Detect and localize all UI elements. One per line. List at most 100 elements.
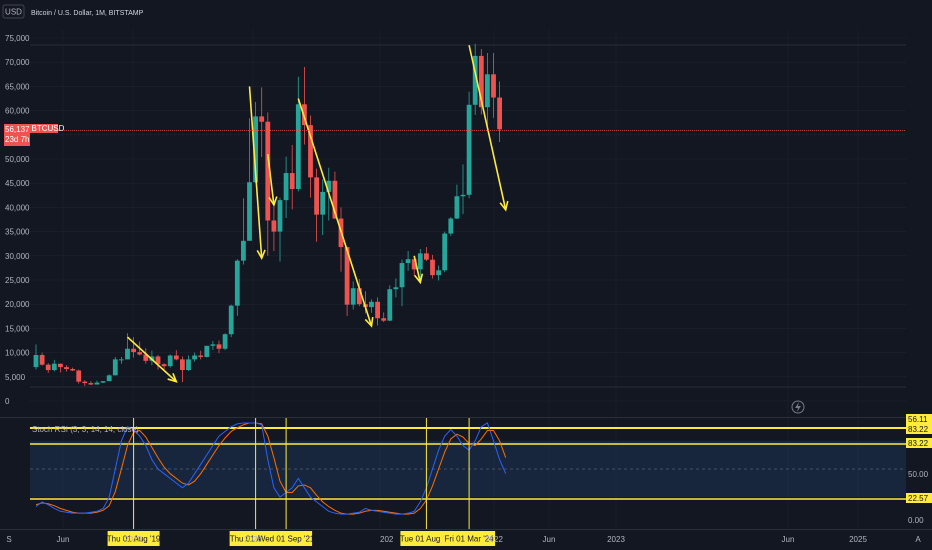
trend-arrow-head — [364, 316, 374, 328]
trend-arrow — [126, 336, 178, 383]
candle-body — [466, 104, 472, 195]
candle-body — [381, 318, 387, 321]
candle-body — [369, 301, 374, 308]
candle-body — [393, 287, 399, 290]
candle-body — [485, 74, 490, 108]
candle-body — [228, 305, 234, 335]
candle-body — [271, 220, 277, 232]
candle-body — [88, 383, 94, 385]
currency-button-label: USD — [5, 8, 22, 17]
candle-body — [247, 182, 252, 241]
candle-body — [472, 55, 478, 105]
candle-body — [70, 369, 75, 371]
candle-body — [204, 345, 210, 357]
candle-body — [387, 289, 393, 321]
price-tick-label: 30,000 — [5, 252, 30, 261]
candle-body — [137, 352, 143, 355]
candle-body — [460, 194, 466, 197]
rsi-badge-4: 22.57 — [908, 494, 929, 503]
candle-body — [155, 356, 161, 365]
candle-body — [259, 116, 265, 122]
time-label-2: 2019 — [124, 535, 142, 544]
settings-corner-left[interactable]: S — [6, 535, 11, 544]
price-tick-label: 65,000 — [5, 82, 30, 91]
candle-body — [119, 359, 124, 361]
auto-scale-button[interactable]: A — [915, 535, 921, 544]
date-marker-label: Fri 01 Mar '24 — [445, 535, 495, 544]
candle-body — [478, 55, 484, 108]
date-marker-badge — [443, 531, 496, 546]
candle-body — [424, 253, 429, 260]
candle-body — [411, 259, 417, 270]
price-tick-label: 15,000 — [5, 324, 30, 333]
price-tick-label: 75,000 — [5, 34, 30, 43]
candles — [33, 43, 502, 386]
price-tick-label: 5,000 — [5, 373, 26, 382]
date-marker-label: Wed 01 Sep '21 — [258, 535, 315, 544]
candle-body — [253, 116, 258, 183]
price-tick-label: 10,000 — [5, 349, 30, 358]
date-marker-badge — [400, 531, 453, 546]
rsi-badge-1: 56.11 — [908, 415, 928, 424]
candle-body — [131, 348, 136, 353]
candle-body — [417, 253, 423, 270]
candle-body — [76, 370, 82, 382]
rsi-axis-50: 50.00 — [908, 470, 929, 479]
candle-body — [320, 191, 326, 215]
time-label-3: 2020 — [244, 535, 262, 544]
time-label-1: Jun — [57, 535, 70, 544]
candle-body — [167, 355, 173, 367]
date-marker-label: Thu 01 Apr '21 — [230, 535, 282, 544]
candle-body — [491, 74, 496, 98]
time-label-7: 2023 — [607, 535, 625, 544]
candle-body — [442, 233, 448, 271]
price-tick-label: 20,000 — [5, 300, 30, 309]
candle-body — [112, 359, 118, 376]
candle-body — [222, 334, 228, 349]
trend-arrow-head — [414, 273, 424, 285]
candle-body — [125, 348, 130, 360]
candle-body — [405, 259, 411, 264]
candle-body — [94, 382, 100, 385]
candle-body — [430, 259, 435, 276]
time-label-5: 2022 — [485, 535, 503, 544]
trend-arrow-shaft — [126, 336, 177, 383]
candle-body — [344, 247, 350, 305]
trend-arrow-head — [256, 249, 266, 261]
trend-arrow — [468, 45, 509, 212]
candle-body — [64, 367, 69, 370]
candle-body — [302, 104, 307, 126]
rsi-axis-0: 0.00 — [908, 516, 924, 525]
trend-arrow-shaft — [297, 98, 373, 327]
price-tick-label: 50,000 — [5, 155, 30, 164]
trend-arrow — [248, 86, 266, 261]
trend-arrow — [297, 98, 374, 328]
time-axis: Jun 2019 2020 202 2022 Jun 2023 Jun 2025 — [57, 535, 868, 544]
lightning-icon[interactable] — [791, 400, 805, 414]
candle-body — [210, 344, 216, 346]
trend-arrow-shaft — [468, 45, 507, 210]
candle-body — [51, 363, 57, 371]
trend-arrow-head — [167, 372, 178, 383]
time-label-6: Jun — [543, 535, 556, 544]
time-label-4: 202 — [380, 535, 394, 544]
candle-body — [180, 359, 185, 371]
candle-body — [100, 381, 106, 383]
candle-body — [143, 354, 149, 361]
candle-body — [448, 218, 454, 234]
stoch-rsi-levels — [30, 427, 906, 500]
candle-body — [106, 375, 112, 382]
price-tick-label: 60,000 — [5, 107, 30, 116]
trend-arrow-head — [499, 200, 509, 212]
candle-body — [356, 288, 362, 305]
candle-body — [241, 240, 246, 261]
candle-body — [45, 364, 51, 371]
trend-arrow-shaft — [413, 255, 422, 283]
currency-button[interactable]: USD — [2, 4, 25, 19]
price-tick-label: 40,000 — [5, 203, 30, 212]
price-tick-label: 25,000 — [5, 276, 30, 285]
time-label-9: 2025 — [849, 535, 867, 544]
price-tag-value: 56,137 — [5, 125, 30, 134]
current-price-tag: BTCUSD 56,137 23d 7h — [4, 124, 65, 146]
